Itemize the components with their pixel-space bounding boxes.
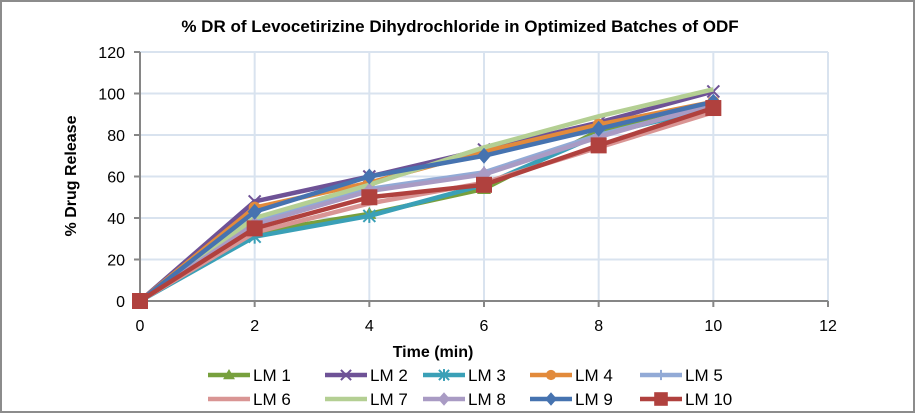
legend-item: LM 9 xyxy=(530,390,613,409)
data-point xyxy=(362,168,377,185)
data-point xyxy=(477,147,491,164)
x-tick-label: 10 xyxy=(704,318,722,335)
legend: LM 1 LM 2 LM 3 LM 4 LM 5 LM 6 LM 7 LM 8 LM 9 LM 1… xyxy=(208,366,732,409)
data-point xyxy=(132,293,148,309)
legend-label: LM 3 xyxy=(468,366,506,385)
y-tick-label: 80 xyxy=(107,128,125,145)
data-point xyxy=(590,137,607,154)
chart-title: % DR of Levocetirizine Dihydrochloride i… xyxy=(181,17,738,36)
legend-label: LM 7 xyxy=(370,390,408,409)
legend-item: LM 2 xyxy=(325,366,408,385)
y-axis-label: % Drug Release xyxy=(63,115,80,236)
y-tick-label: 0 xyxy=(116,294,125,311)
series-lm-3 xyxy=(133,101,721,308)
data-point xyxy=(246,220,263,237)
data-point xyxy=(247,203,262,220)
legend-label: LM 1 xyxy=(253,366,291,385)
legend-item: LM 4 xyxy=(530,366,613,385)
legend-label: LM 10 xyxy=(685,390,732,409)
series-line xyxy=(138,105,715,303)
data-point xyxy=(476,176,492,193)
legend-item: LM 6 xyxy=(208,390,291,409)
legend-marker xyxy=(654,392,668,406)
series-lm-10 xyxy=(132,100,722,309)
legend-item: LM 8 xyxy=(423,390,506,409)
x-tick-label: 0 xyxy=(136,318,145,335)
y-tick-label: 120 xyxy=(98,45,125,62)
legend-label: LM 8 xyxy=(468,390,506,409)
series-line xyxy=(138,89,714,303)
legend-item: LM 5 xyxy=(640,366,723,385)
legend-marker xyxy=(340,369,352,381)
x-axis-ticks: 0 2 4 6 8 10 12 xyxy=(136,301,837,335)
legend-marker xyxy=(438,392,450,406)
legend-marker xyxy=(655,369,667,381)
legend-label: LM 4 xyxy=(575,366,613,385)
x-axis-label: Time (min) xyxy=(393,344,474,361)
y-tick-label: 20 xyxy=(107,253,125,270)
x-tick-label: 2 xyxy=(250,318,259,335)
y-tick-label: 60 xyxy=(107,170,125,187)
legend-marker xyxy=(223,369,235,380)
x-stroke xyxy=(340,369,352,381)
legend-marker xyxy=(545,392,557,406)
legend-marker xyxy=(545,369,557,381)
x-tick-label: 4 xyxy=(365,318,374,335)
legend-label: LM 5 xyxy=(685,366,723,385)
x-tick-label: 12 xyxy=(819,318,837,335)
legend-label: LM 6 xyxy=(253,390,291,409)
legend-label: LM 2 xyxy=(370,366,408,385)
y-tick-label: 40 xyxy=(107,211,125,228)
series-line xyxy=(138,99,714,303)
x-tick-label: 8 xyxy=(594,318,603,335)
y-tick-label: 100 xyxy=(98,87,125,104)
legend-item: LM 7 xyxy=(325,390,408,409)
data-point xyxy=(705,100,722,117)
legend-item: LM 3 xyxy=(423,366,506,385)
legend-item: LM 1 xyxy=(208,366,291,385)
series-group xyxy=(132,84,722,309)
legend-label: LM 9 xyxy=(575,390,613,409)
series-line xyxy=(138,110,714,303)
legend-item: LM 10 xyxy=(640,390,732,409)
legend-marker xyxy=(438,369,450,381)
y-axis-ticks: 0 20 40 60 80 100 120 xyxy=(98,45,140,311)
x-tick-label: 6 xyxy=(480,318,489,335)
series-lm-6 xyxy=(138,110,714,303)
data-point xyxy=(591,120,606,137)
series-line xyxy=(138,101,714,303)
data-point xyxy=(361,189,378,206)
data-point xyxy=(362,208,377,223)
